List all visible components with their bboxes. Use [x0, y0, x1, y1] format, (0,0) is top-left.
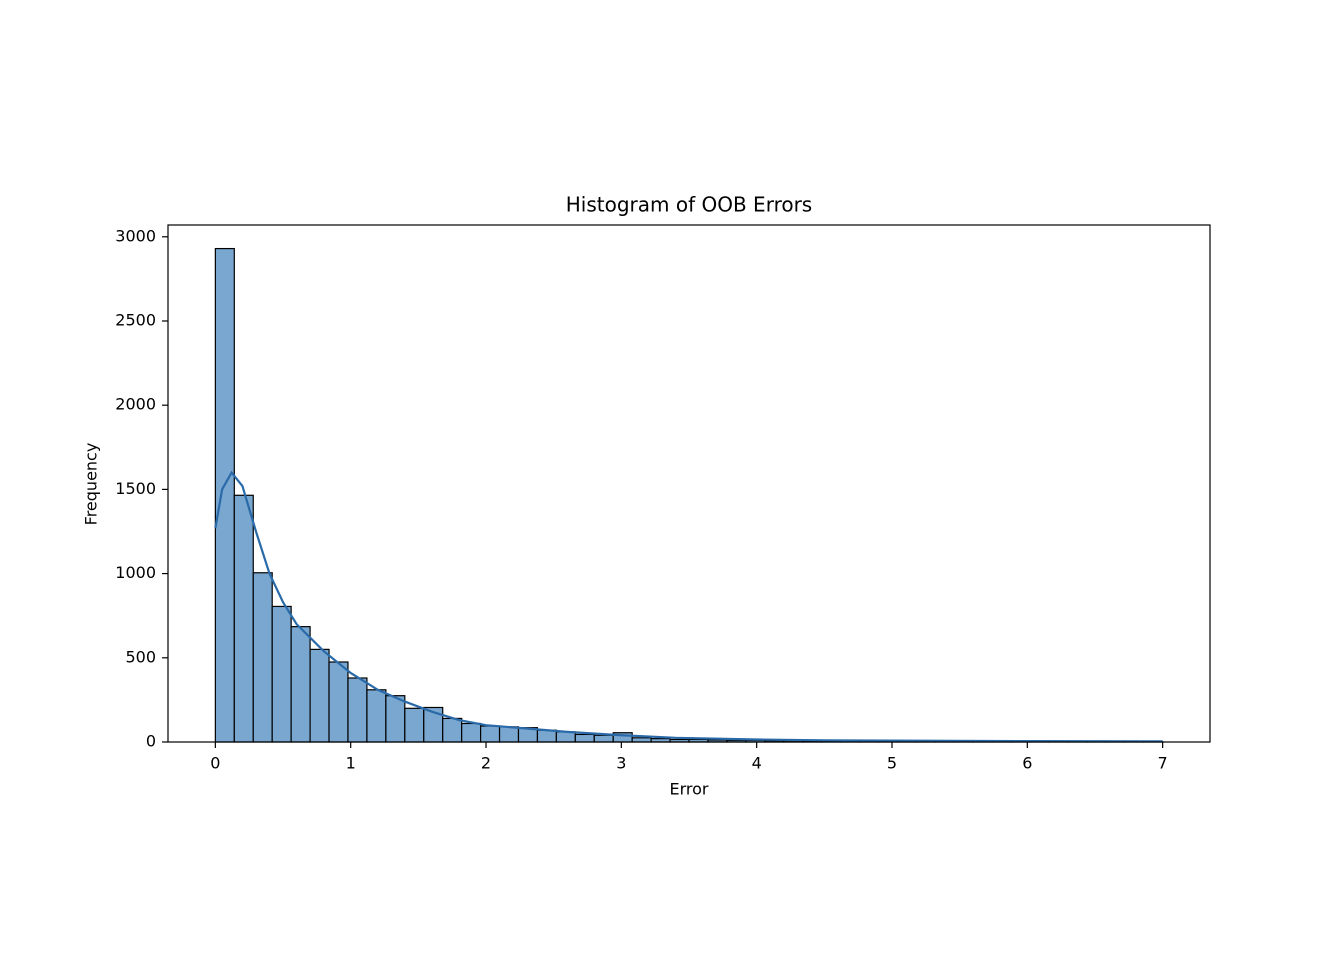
- bar: [555, 731, 576, 743]
- bar: [498, 726, 520, 743]
- bar: [366, 689, 387, 743]
- bar: [328, 661, 349, 743]
- bar: [404, 707, 425, 743]
- bar: [593, 734, 614, 743]
- bar: [536, 729, 557, 743]
- bar: [290, 626, 311, 743]
- bar: [347, 677, 368, 743]
- x-tick-label: 4: [752, 754, 762, 773]
- x-axis-label: Error: [670, 780, 709, 799]
- x-tick-label: 7: [1158, 754, 1168, 773]
- bar: [461, 722, 482, 743]
- x-tick-label: 2: [481, 754, 491, 773]
- bar: [574, 733, 595, 743]
- bar: [385, 695, 406, 743]
- y-tick-label: 2500: [115, 310, 156, 329]
- y-axis-label: Frequency: [82, 443, 101, 526]
- bar: [214, 247, 235, 743]
- x-tick-label: 3: [616, 754, 626, 773]
- y-tick-label: 3000: [115, 226, 156, 245]
- bar: [271, 605, 292, 743]
- kde-line: [214, 470, 1163, 743]
- x-tick-label: 0: [210, 754, 220, 773]
- x-tick-label: 5: [887, 754, 897, 773]
- y-tick-label: 2000: [115, 395, 156, 414]
- x-tick-label: 1: [346, 754, 356, 773]
- y-tick-label: 1000: [115, 563, 156, 582]
- bar: [480, 725, 501, 743]
- bar: [631, 737, 652, 743]
- y-tick-label: 0: [146, 732, 156, 751]
- chart-title: Histogram of OOB Errors: [566, 193, 812, 217]
- bar: [442, 717, 463, 743]
- x-tick-label: 6: [1022, 754, 1032, 773]
- plot-frame: [167, 224, 1211, 743]
- y-tick-label: 500: [125, 647, 156, 666]
- bar: [309, 648, 330, 743]
- bar: [233, 494, 254, 743]
- bar: [252, 572, 273, 743]
- y-tick-label: 1500: [115, 479, 156, 498]
